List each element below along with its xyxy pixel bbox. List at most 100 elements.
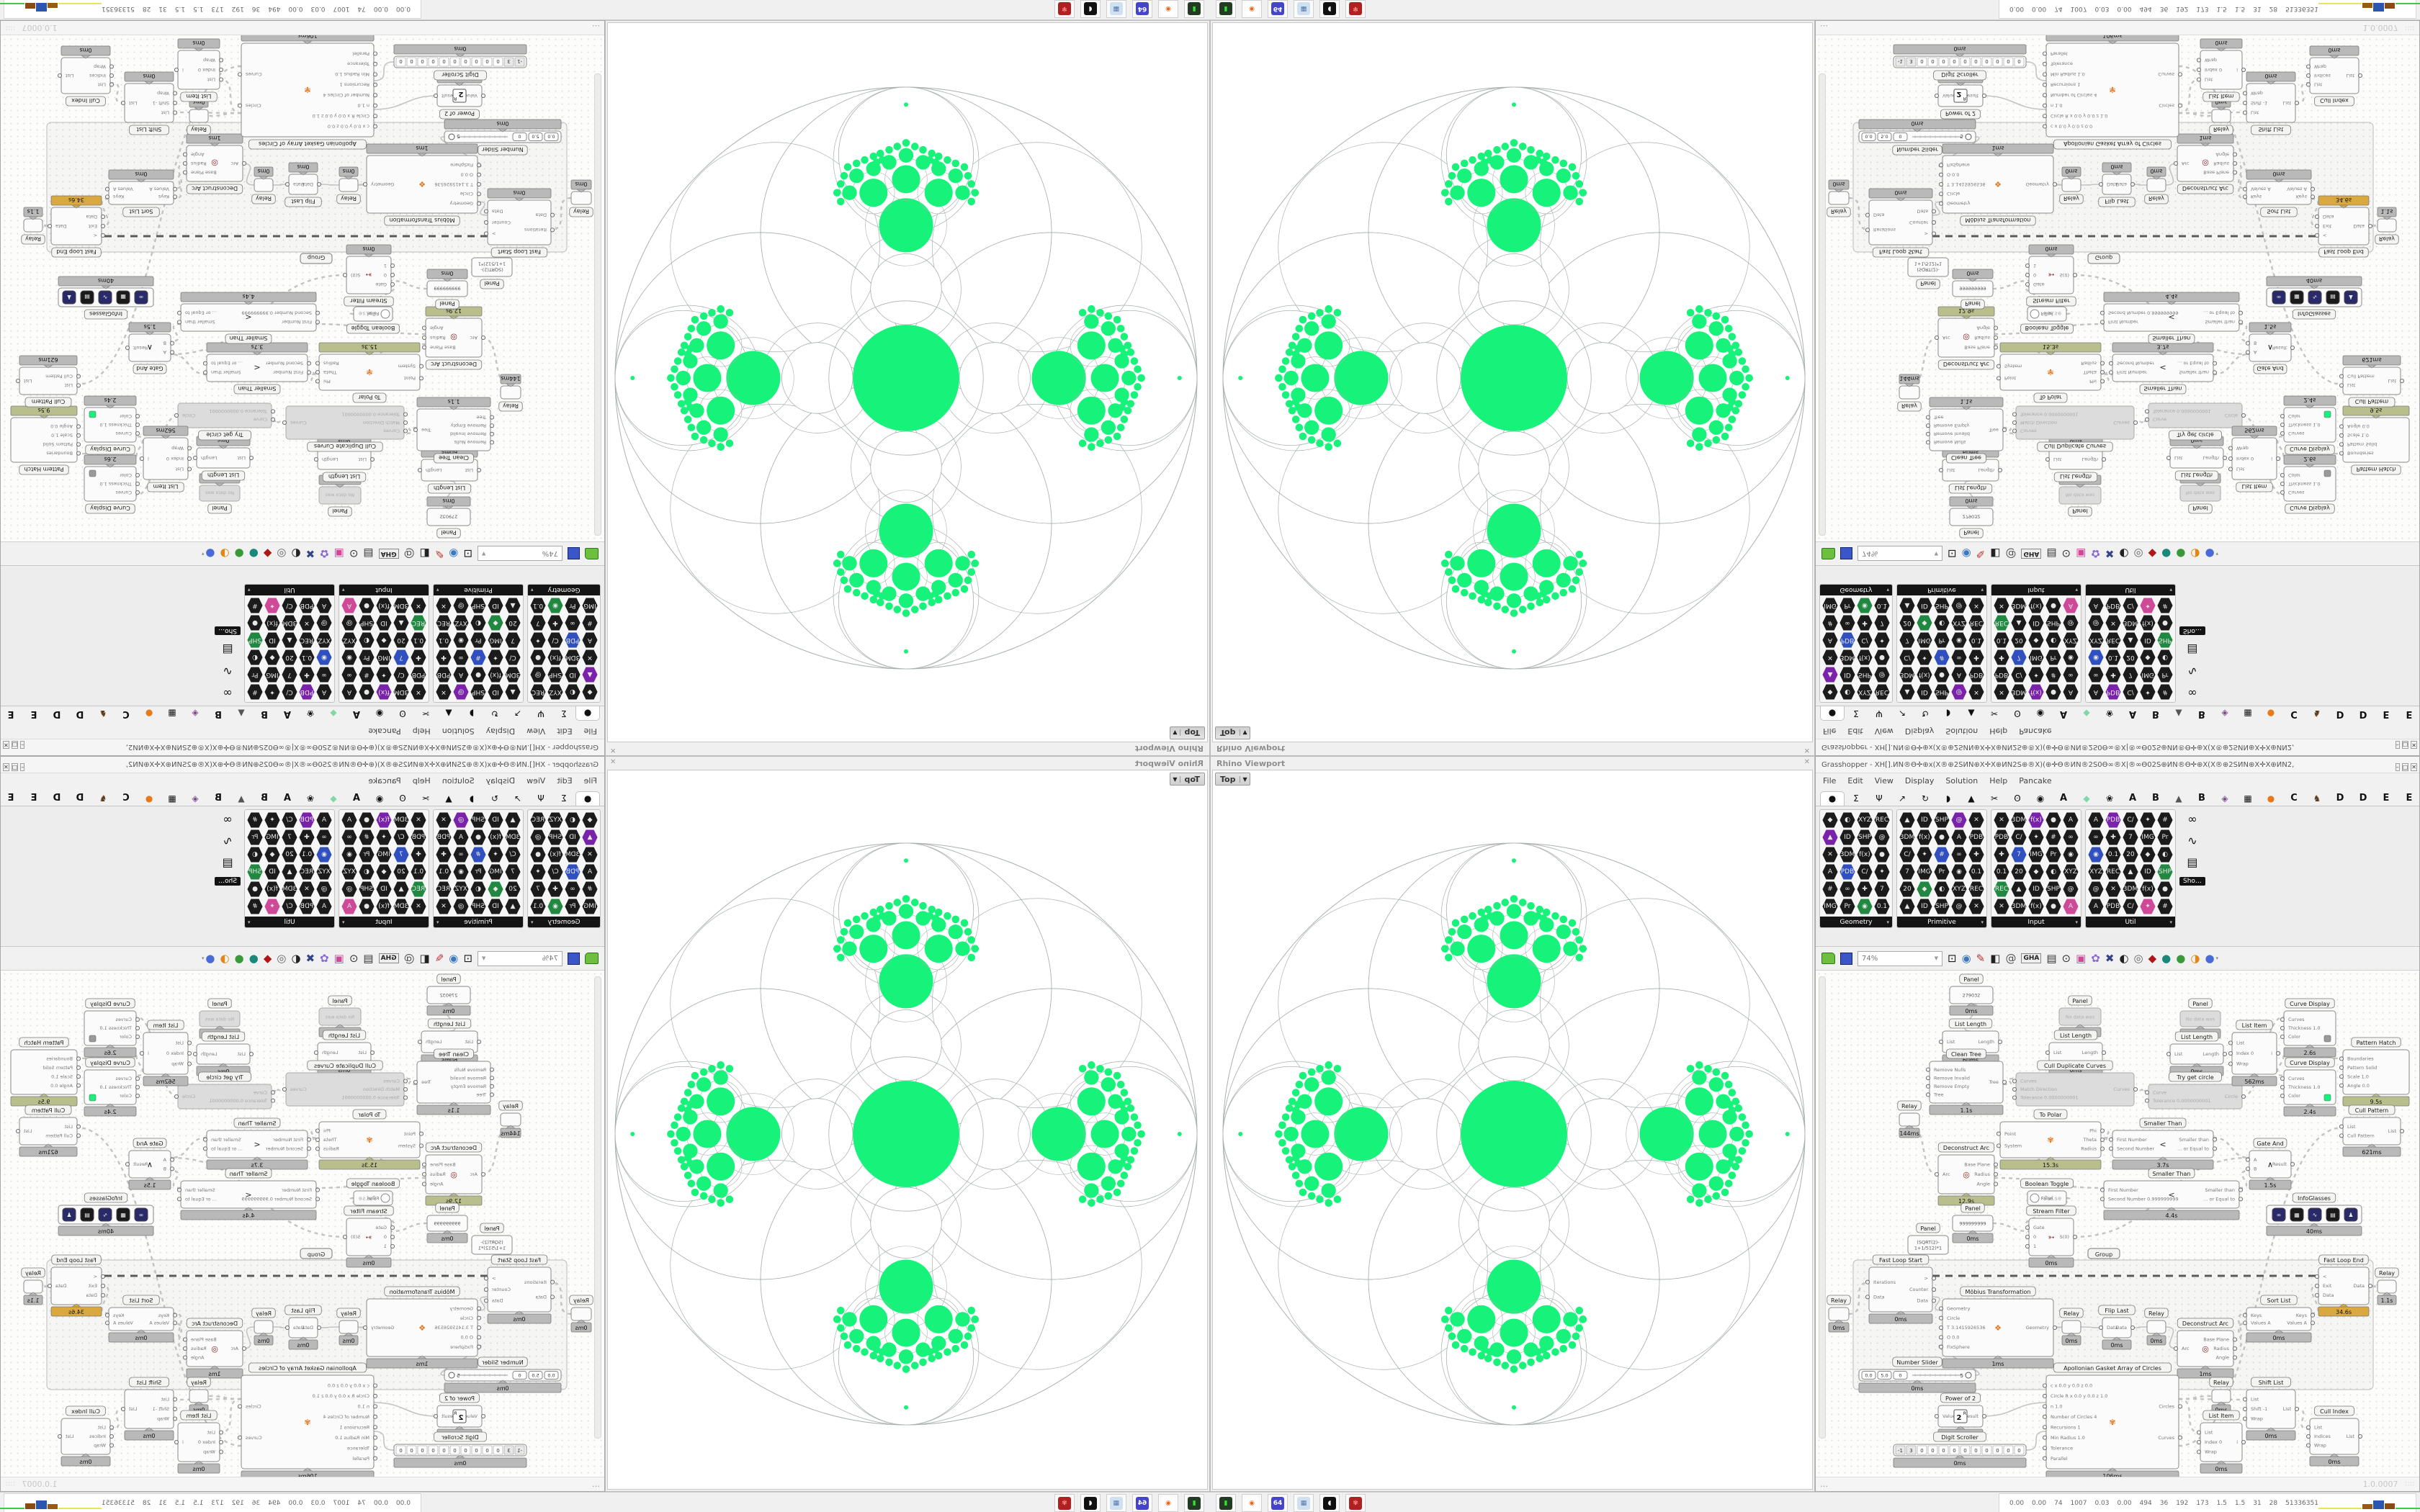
component-icon[interactable]: ID	[264, 864, 280, 880]
tab-plugin-e2[interactable]: E	[2406, 708, 2413, 719]
panda-icon[interactable]: ◖	[1080, 0, 1101, 18]
close-button[interactable]: ✕	[2411, 741, 2417, 750]
component-icon[interactable]: ◉	[316, 847, 332, 863]
palette-title[interactable]: Util ▾	[2086, 917, 2175, 927]
component-icon[interactable]: ●	[1934, 667, 1950, 683]
infoglasses-icon[interactable]: ∞	[223, 812, 233, 826]
minimize-button[interactable]: –	[2395, 741, 2400, 750]
component-icon[interactable]: A	[2088, 812, 2104, 828]
component-icon[interactable]: @	[530, 667, 546, 683]
tab-plugin-flower[interactable]: ❀	[2105, 793, 2114, 804]
component-icon[interactable]: PDB	[2105, 684, 2121, 700]
infoglasses-icon[interactable]: ∿	[2187, 834, 2197, 847]
component-icon[interactable]: C/	[282, 899, 297, 914]
component-icon[interactable]: SHP	[1934, 812, 1950, 828]
component-icon[interactable]: ✕	[1968, 598, 1984, 613]
preview-shaded-icon[interactable]: ◆	[263, 951, 272, 965]
infoglasses-icon[interactable]: ∿	[2187, 665, 2197, 678]
infoglasses-icon[interactable]: ▤	[2187, 643, 2198, 657]
tab-maths[interactable]: Σ	[1853, 793, 1859, 804]
component-icon[interactable]: A	[1822, 864, 1838, 880]
tab-plugin-d2[interactable]: D	[53, 708, 61, 719]
package-icon[interactable]: ▣	[333, 547, 344, 561]
component-icon[interactable]: SHP	[470, 899, 486, 914]
component-icon[interactable]: 0.1	[1968, 864, 1984, 880]
component-icon[interactable]: ▲	[282, 864, 297, 880]
component-icon[interactable]: REC	[1874, 812, 1890, 828]
tab-plugin-grid[interactable]: ▦	[168, 793, 176, 804]
component-icon[interactable]: ▲	[393, 881, 409, 897]
tab-mesh[interactable]: ▲	[1968, 793, 1975, 804]
tab-plugin-shield[interactable]: ◈	[2221, 708, 2228, 719]
component-icon[interactable]: ◆	[1917, 615, 1932, 631]
menu-item-display[interactable]: Display	[485, 775, 516, 786]
tab-plugin-c[interactable]: C	[2290, 793, 2298, 804]
component-icon[interactable]: 0.1	[2105, 649, 2121, 665]
find-icon[interactable]: ⊙	[349, 951, 359, 965]
tab-plugin-a2[interactable]: A	[2128, 708, 2137, 719]
component-icon[interactable]: SHP	[247, 632, 263, 648]
component-icon[interactable]: 7	[2123, 667, 2138, 683]
component-icon[interactable]: ●	[470, 829, 486, 845]
component-icon[interactable]: ▲	[505, 598, 521, 613]
component-icon[interactable]: 3DM	[2123, 615, 2138, 631]
component-icon[interactable]: 3DM	[393, 598, 409, 613]
zoom-level-combo[interactable]: 74% ▼	[1857, 950, 1942, 966]
component-icon[interactable]: f(x)	[1917, 829, 1932, 845]
close-button[interactable]: ✕	[3, 762, 9, 771]
menu-item-edit[interactable]: Edit	[1847, 775, 1863, 786]
tab-intersect[interactable]: ✂	[421, 793, 430, 804]
component-icon[interactable]: ◐	[470, 881, 486, 897]
component-icon[interactable]: f(x)	[1917, 667, 1932, 683]
preview-wire-icon[interactable]: ◎	[2133, 951, 2143, 965]
component-icon[interactable]: #	[2157, 598, 2173, 613]
gh-node-infoglasses[interactable]: InfoGlasses∞▦∿▤♟40ms	[2266, 276, 2362, 320]
component-icon[interactable]: #	[582, 615, 598, 631]
component-icon[interactable]: ◐	[1839, 812, 1855, 828]
component-icon[interactable]: ✦	[264, 598, 280, 613]
component-icon[interactable]: A	[2088, 598, 2104, 613]
sketch-pen-icon[interactable]: ✎	[1976, 951, 1986, 965]
component-icon[interactable]: 7	[1874, 615, 1890, 631]
component-icon[interactable]: 7	[2011, 847, 2027, 863]
component-icon[interactable]: 7	[2123, 829, 2138, 845]
panda-icon[interactable]: ◖	[1319, 0, 1340, 18]
component-icon[interactable]: Pr	[359, 649, 375, 665]
component-icon[interactable]: #	[1822, 615, 1838, 631]
component-icon[interactable]: ✕	[1822, 847, 1838, 863]
canvas-edge-widget[interactable]	[594, 976, 601, 1439]
component-icon[interactable]: ▲	[582, 667, 598, 683]
component-icon[interactable]: 7	[1874, 881, 1890, 897]
component-icon[interactable]: ∞	[341, 667, 357, 683]
tab-vector[interactable]: ↗	[1898, 793, 1906, 804]
component-icon[interactable]: ID	[2140, 864, 2156, 880]
component-icon[interactable]: f(x)	[376, 812, 392, 828]
component-icon[interactable]: f(x)	[2028, 684, 2044, 700]
